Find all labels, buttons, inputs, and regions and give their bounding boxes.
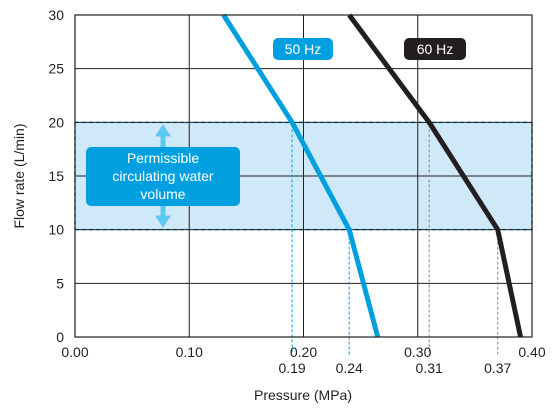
band-label-line-1: Permissible (127, 150, 200, 166)
band-label-line-3: volume (140, 186, 185, 202)
y-tick-label: 10 (48, 222, 64, 238)
x-tick-label: 0.00 (61, 344, 88, 360)
x-reference-label: 0.24 (336, 360, 363, 376)
series-label-50hz: 50 Hz (273, 38, 333, 60)
band-label-line-2: circulating water (112, 168, 213, 184)
y-tick-label: 5 (56, 275, 64, 291)
series-label-60hz: 60 Hz (404, 38, 466, 60)
band-label: Permissible circulating water volume (86, 147, 240, 206)
x-tick-label: 0.30 (404, 344, 431, 360)
y-tick-label: 0 (56, 329, 64, 345)
x-reference-label: 0.31 (416, 360, 443, 376)
x-tick-label: 0.10 (176, 344, 203, 360)
x-reference-label: 0.37 (484, 360, 511, 376)
series-label-60hz-text: 60 Hz (417, 41, 454, 57)
series-label-50hz-text: 50 Hz (285, 41, 322, 57)
x-tick-label: 0.20 (290, 344, 317, 360)
x-axis-title: Pressure (MPa) (254, 387, 352, 403)
y-tick-label: 15 (48, 168, 64, 184)
y-tick-label: 30 (48, 7, 64, 23)
y-axis-title: Flow rate (L/min) (11, 123, 27, 228)
x-reference-label: 0.19 (278, 360, 305, 376)
y-tick-label: 20 (48, 114, 64, 130)
x-tick-label: 0.40 (518, 344, 545, 360)
y-tick-label: 25 (48, 61, 64, 77)
